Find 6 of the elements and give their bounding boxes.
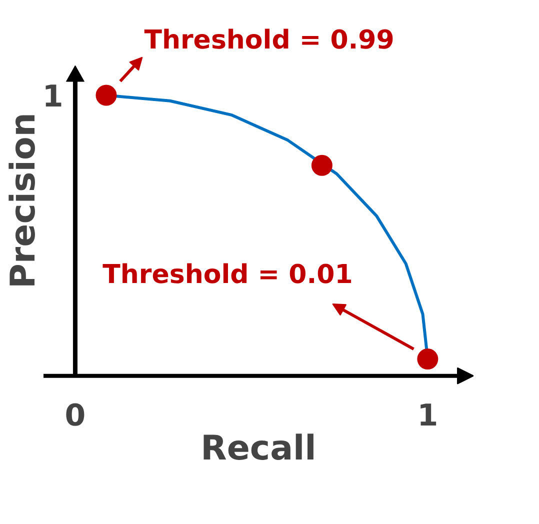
annotation: Threshold = 0.01 [102, 260, 353, 290]
y-axis-title: Precision [4, 112, 44, 289]
x-axis-title: Recall [200, 428, 316, 468]
x-tick-label: 0 [64, 398, 86, 434]
annotation: Threshold = 0.99 [144, 25, 394, 56]
annotation: 1 [42, 79, 64, 114]
